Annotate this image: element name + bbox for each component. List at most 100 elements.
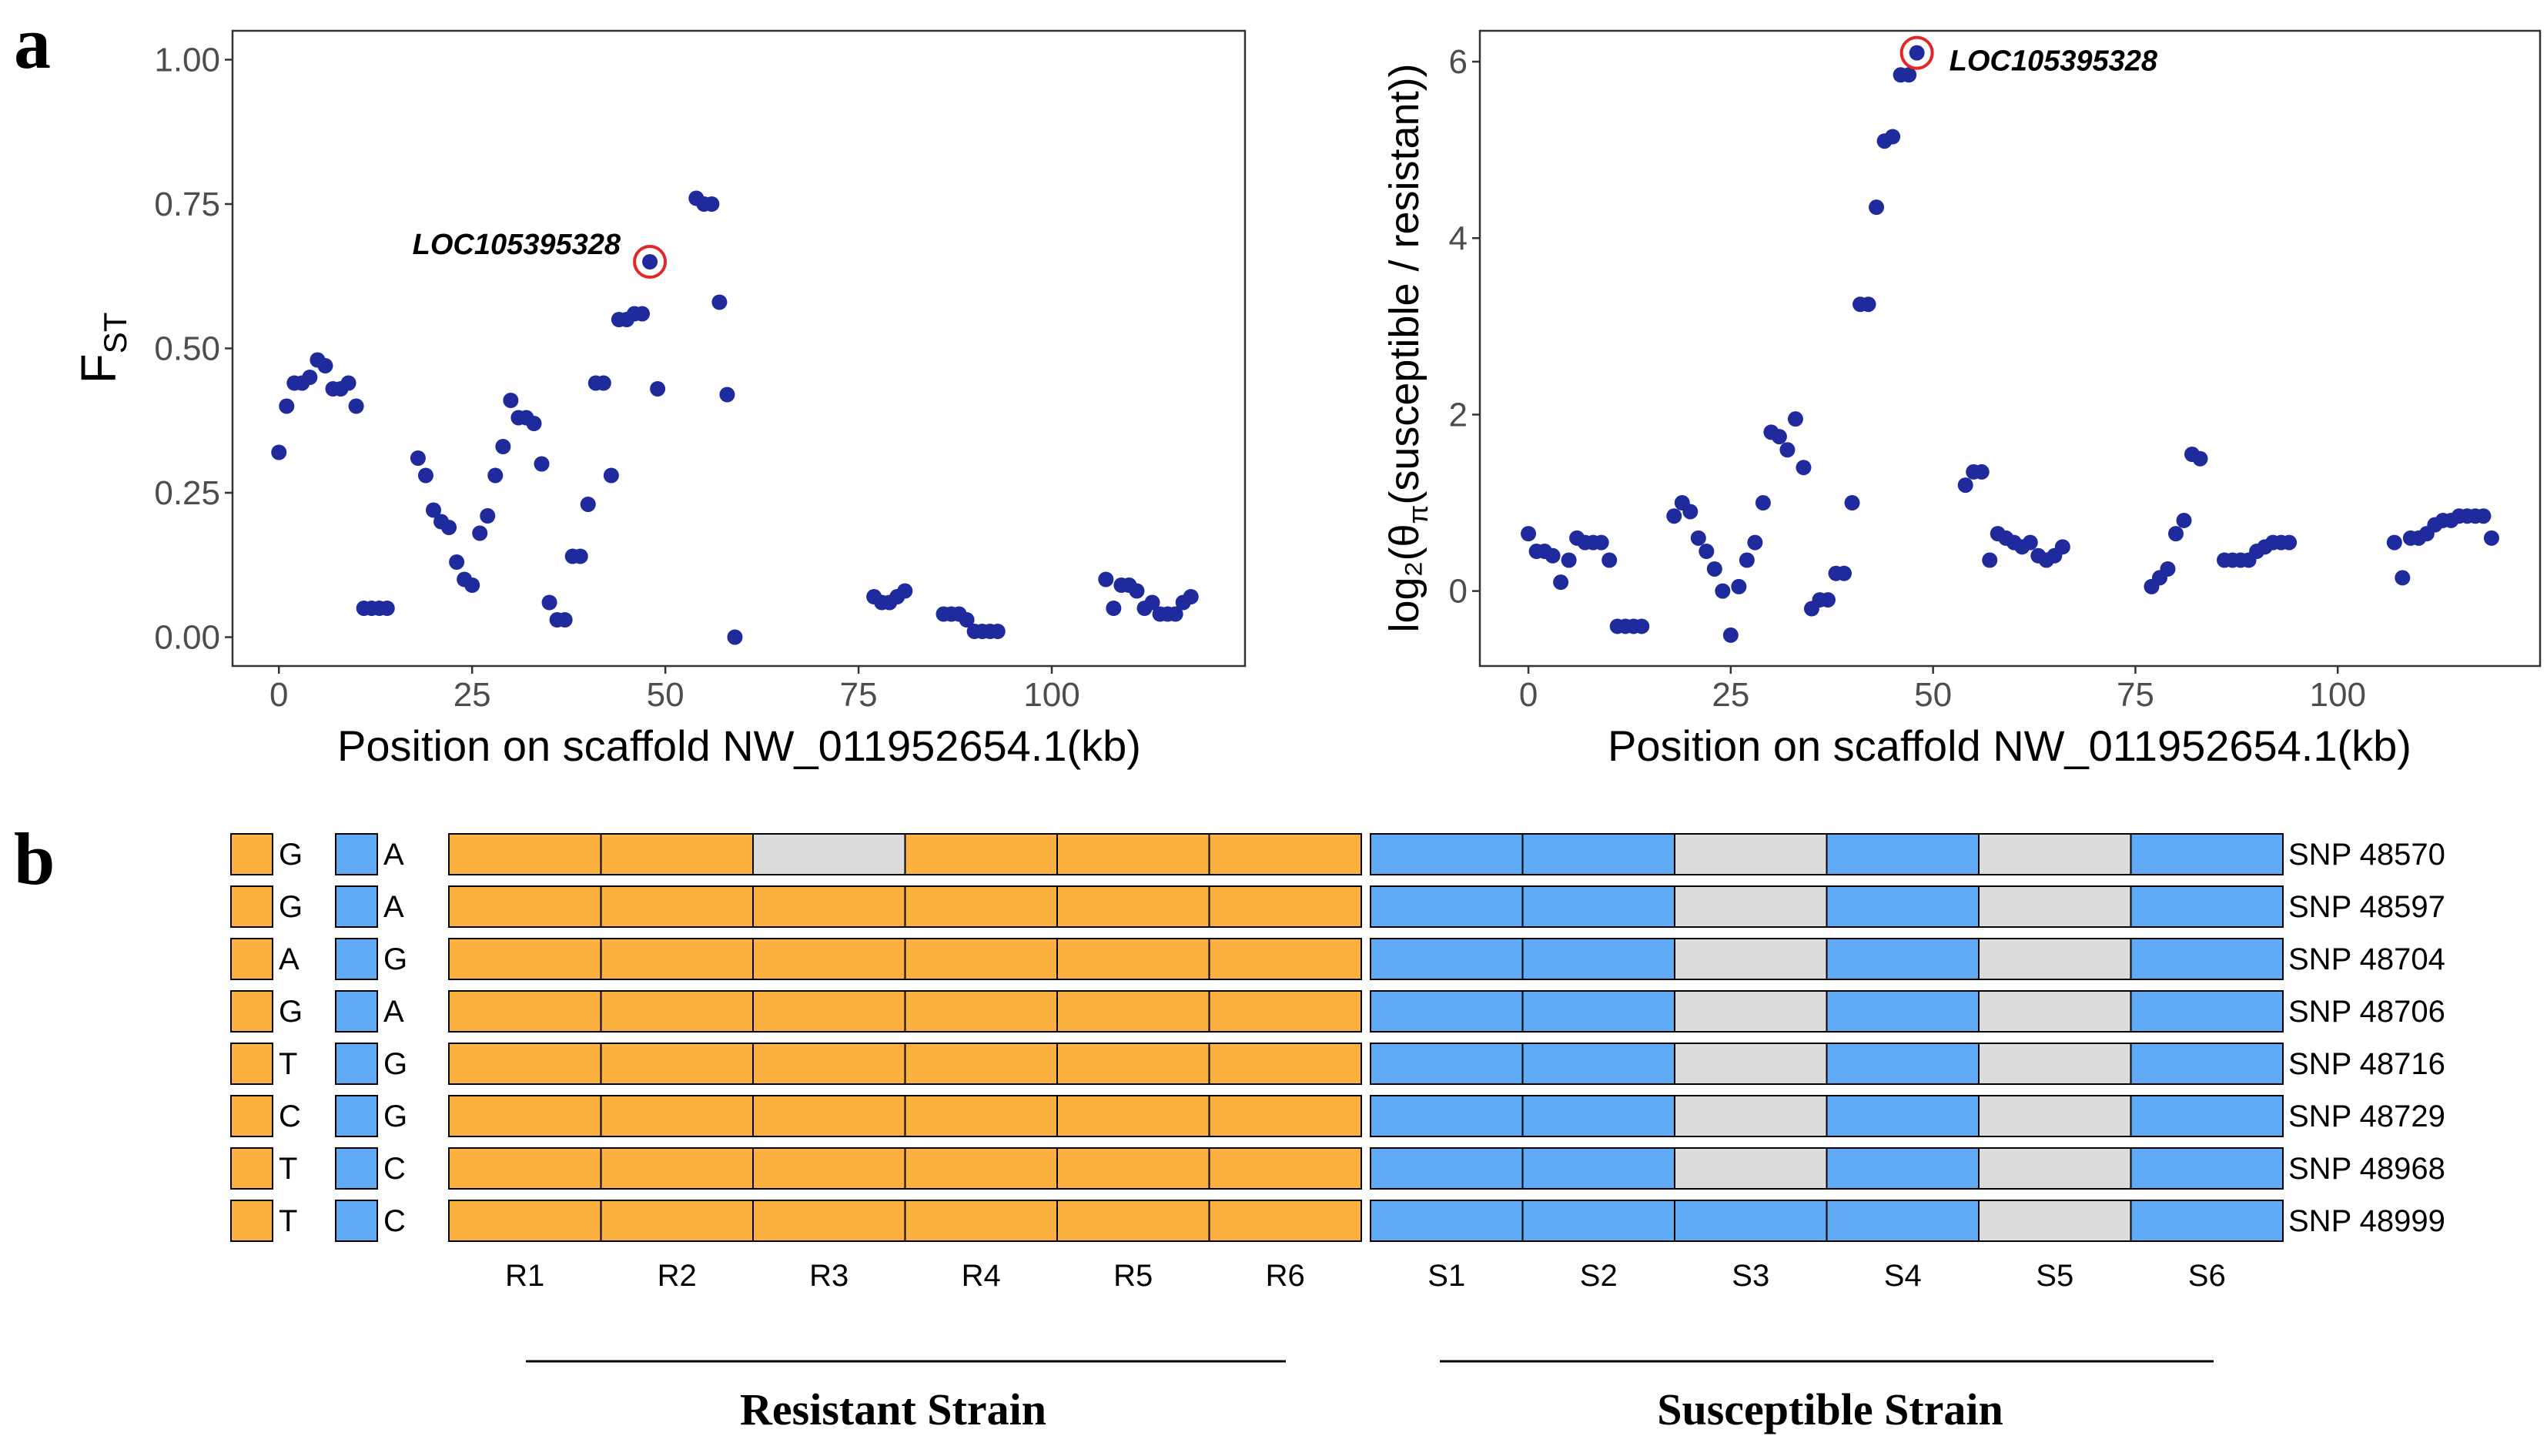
theta-x-tick-label: 0 <box>1519 676 1538 714</box>
genotype-cell <box>2130 938 2284 980</box>
sample-column-label: R2 <box>658 1259 697 1293</box>
theta-data-point <box>1860 296 1876 313</box>
genotype-cell <box>1521 833 1675 875</box>
genotype-cell <box>752 1147 906 1190</box>
genotype-cell <box>1978 938 2132 980</box>
theta-data-point <box>1666 508 1682 524</box>
genotype-cell <box>1826 833 1980 875</box>
susceptible-allele-label: C <box>383 1204 406 1238</box>
genotype-cell <box>1521 885 1675 928</box>
genotype-cell <box>1674 938 1828 980</box>
theta-data-point <box>1521 526 1537 542</box>
fst-y-tick-label: 1.00 <box>154 42 220 79</box>
theta-data-point <box>2054 539 2070 555</box>
resistant-strain-label: Resistant Strain <box>740 1384 1046 1434</box>
theta-data-point <box>1634 618 1650 634</box>
fst-x-tick-label: 100 <box>1023 676 1079 714</box>
fst-data-point <box>449 554 465 570</box>
theta-data-point <box>1819 592 1836 608</box>
theta-data-point <box>1957 477 1973 494</box>
theta-x-axis-title: Position on scaffold NW_011952654.1(kb) <box>1608 721 2411 770</box>
theta-data-point <box>2160 561 2176 577</box>
fst-highlight-ring <box>633 245 668 279</box>
genotype-cell <box>600 1200 754 1242</box>
genotype-cell <box>600 938 754 980</box>
genotype-cell <box>904 990 1058 1033</box>
sample-column-label: R6 <box>1266 1259 1305 1293</box>
theta-plot-frame <box>1478 29 2542 668</box>
theta-data-point <box>1787 411 1803 427</box>
susceptible-allele-swatch <box>335 1147 378 1190</box>
genotype-cell <box>448 885 602 928</box>
genotype-cell <box>1208 833 1362 875</box>
genotype-cell <box>752 990 906 1033</box>
fst-data-point <box>704 196 720 212</box>
susceptible-allele-swatch <box>335 1043 378 1085</box>
genotype-cell <box>1208 1043 1362 1085</box>
genotype-cell <box>2130 1200 2284 1242</box>
genotype-cell <box>1056 833 1210 875</box>
fst-x-tick-label: 0 <box>269 676 288 714</box>
resistant-allele-label: C <box>279 1100 301 1133</box>
genotype-cell <box>1826 885 1980 928</box>
theta-y-tick-label: 4 <box>1449 219 1468 257</box>
theta-data-point <box>2176 512 2192 528</box>
genotype-cell <box>2130 990 2284 1033</box>
genotype-cell <box>1056 885 1210 928</box>
genotype-cell <box>1674 1147 1828 1190</box>
genotype-cell <box>1674 885 1828 928</box>
fst-scatter-plot: 0.00 0.25 0.50 0.75 1.00 0 25 50 75 100 LOC10539… <box>71 29 1247 770</box>
genotype-cell <box>904 1043 1058 1085</box>
resistant-allele-label: G <box>279 838 303 872</box>
resistant-allele-label: G <box>279 890 303 924</box>
genotype-cell <box>1978 990 2132 1033</box>
theta-highlight-ring <box>1899 35 1934 70</box>
susceptible-allele-label: G <box>383 942 407 976</box>
genotype-cell <box>1826 1043 1980 1085</box>
fst-data-point <box>1167 606 1183 622</box>
genotype-cell <box>2130 1147 2284 1190</box>
genotype-cell <box>1370 990 1524 1033</box>
snp-label: SNP 48704 <box>2288 942 2445 976</box>
fst-y-axis-main: F <box>71 353 126 383</box>
theta-data-point <box>1755 495 1771 511</box>
theta-data-point <box>1706 561 1722 577</box>
fst-data-point <box>727 629 743 645</box>
fst-data-point <box>495 439 511 454</box>
fst-data-point <box>487 467 504 484</box>
sample-column-label: S6 <box>2188 1259 2226 1293</box>
panel-label-b: b <box>14 818 55 900</box>
fst-data-point <box>503 393 519 408</box>
genotype-cell <box>1370 1043 1524 1085</box>
theta-data-point <box>1722 627 1739 643</box>
genotype-cell <box>2130 1095 2284 1137</box>
fst-y-axis-title: FST <box>71 313 133 384</box>
theta-data-point <box>1869 199 1885 216</box>
fst-data-point <box>580 497 596 512</box>
sample-column-label: R1 <box>505 1259 544 1293</box>
fst-data-point <box>302 370 318 385</box>
genotype-cell <box>1208 1147 1362 1190</box>
fst-data-point <box>989 624 1006 639</box>
fst-x-tick-label: 75 <box>840 676 878 714</box>
fst-data-point <box>526 416 542 431</box>
susceptible-allele-swatch <box>335 1200 378 1242</box>
susceptible-allele-swatch <box>335 990 378 1033</box>
genotype-cell <box>1056 938 1210 980</box>
theta-y-tick-label: 2 <box>1449 396 1468 433</box>
genotype-cell <box>448 1147 602 1190</box>
theta-data-point <box>1690 530 1706 546</box>
genotype-cell <box>1056 1147 1210 1190</box>
genotype-cell <box>1674 990 1828 1033</box>
fst-data-point <box>719 387 735 403</box>
genotype-cell <box>1978 1095 2132 1137</box>
susceptible-allele-label: G <box>383 1047 407 1081</box>
genotype-cell <box>1370 938 1524 980</box>
fst-data-point <box>271 444 287 460</box>
genotype-cell <box>1978 1147 2132 1190</box>
snp-label: SNP 48968 <box>2288 1152 2445 1186</box>
theta-data-point <box>1715 583 1731 599</box>
genotype-cell <box>1370 1200 1524 1242</box>
theta-y-axis-end: (susceptible / resistant)) <box>1381 63 1427 504</box>
